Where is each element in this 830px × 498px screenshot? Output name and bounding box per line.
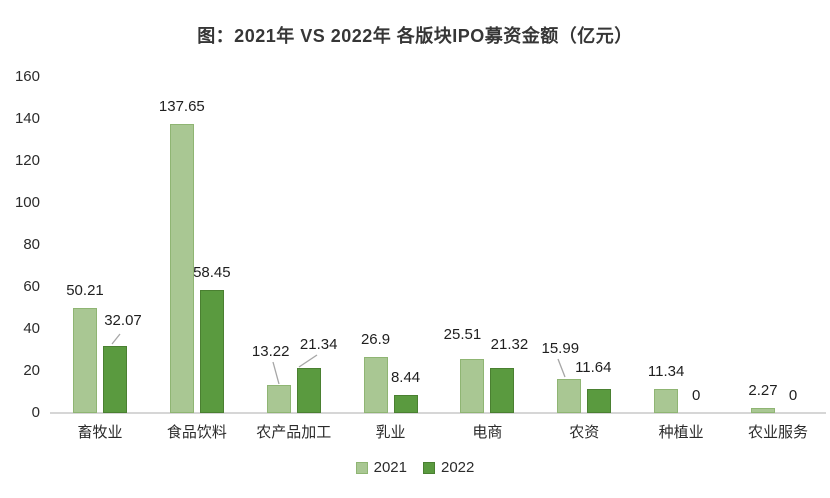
x-axis-label: 乳业 [375, 424, 406, 441]
bar-2022 [490, 368, 515, 413]
data-label: 50.21 [66, 281, 104, 299]
legend: 2021 2022 [0, 459, 830, 476]
legend-swatch-2021 [355, 461, 368, 474]
x-axis-label: 农产品加工 [256, 424, 332, 441]
data-label: 0 [691, 387, 701, 404]
x-axis-label: 畜牧业 [77, 424, 123, 441]
data-label: 25.51 [443, 326, 482, 344]
y-axis-tick-label: 140 [14, 110, 40, 127]
legend-label: 2021 [373, 459, 407, 476]
data-label: 26.9 [360, 330, 391, 348]
bar-2021 [750, 408, 775, 413]
y-axis-tick-label: 160 [14, 68, 40, 85]
legend-item-2021: 2021 [355, 459, 407, 476]
legend-item-2022: 2022 [423, 459, 474, 476]
data-label: 21.34 [299, 336, 338, 354]
y-axis-tick-label: 80 [23, 236, 40, 253]
bar-2021 [363, 356, 388, 413]
y-axis-tick-label: 120 [14, 152, 40, 169]
bar-2022 [296, 368, 321, 413]
chart-title: 图：2021年 VS 2022年 各版块IPO募资金额（亿元） [197, 26, 633, 46]
x-axis-label: 食品饮料 [166, 424, 227, 441]
bar-2022 [587, 388, 612, 413]
data-label: 13.22 [251, 343, 290, 361]
data-label: 58.45 [193, 264, 231, 282]
data-label: 2.27 [748, 382, 778, 400]
y-axis-tick-label: 100 [14, 194, 40, 211]
bar-2022 [393, 395, 418, 413]
y-axis-tick-label: 20 [23, 362, 40, 379]
data-label: 15.99 [541, 340, 580, 358]
bar-2021 [266, 385, 291, 413]
bar-2021 [654, 389, 679, 413]
legend-label: 2022 [441, 459, 475, 476]
data-label: 21.32 [490, 336, 529, 354]
x-axis-label: 种植业 [658, 424, 704, 441]
y-axis-tick-label: 40 [23, 320, 40, 337]
bar-2021 [169, 123, 194, 413]
x-axis-line [50, 412, 826, 414]
bar-2022 [103, 345, 127, 413]
y-axis-tick-label: 0 [31, 404, 40, 421]
x-axis-label: 农业服务 [747, 424, 808, 441]
data-label: 32.07 [104, 311, 142, 329]
data-label: 8.44 [390, 369, 421, 387]
data-label: 137.65 [158, 97, 205, 115]
data-label: 11.64 [575, 358, 612, 376]
bar-2021 [460, 359, 485, 413]
data-label: 0 [788, 387, 798, 404]
bar-2021 [557, 379, 582, 413]
legend-swatch-2022 [423, 461, 435, 474]
bar-2021 [73, 307, 97, 413]
data-label: 11.34 [647, 363, 685, 381]
y-axis-tick-label: 60 [23, 278, 40, 295]
x-axis-label: 农资 [569, 424, 600, 441]
bar-2022 [199, 290, 224, 413]
x-axis-label: 电商 [472, 424, 503, 441]
